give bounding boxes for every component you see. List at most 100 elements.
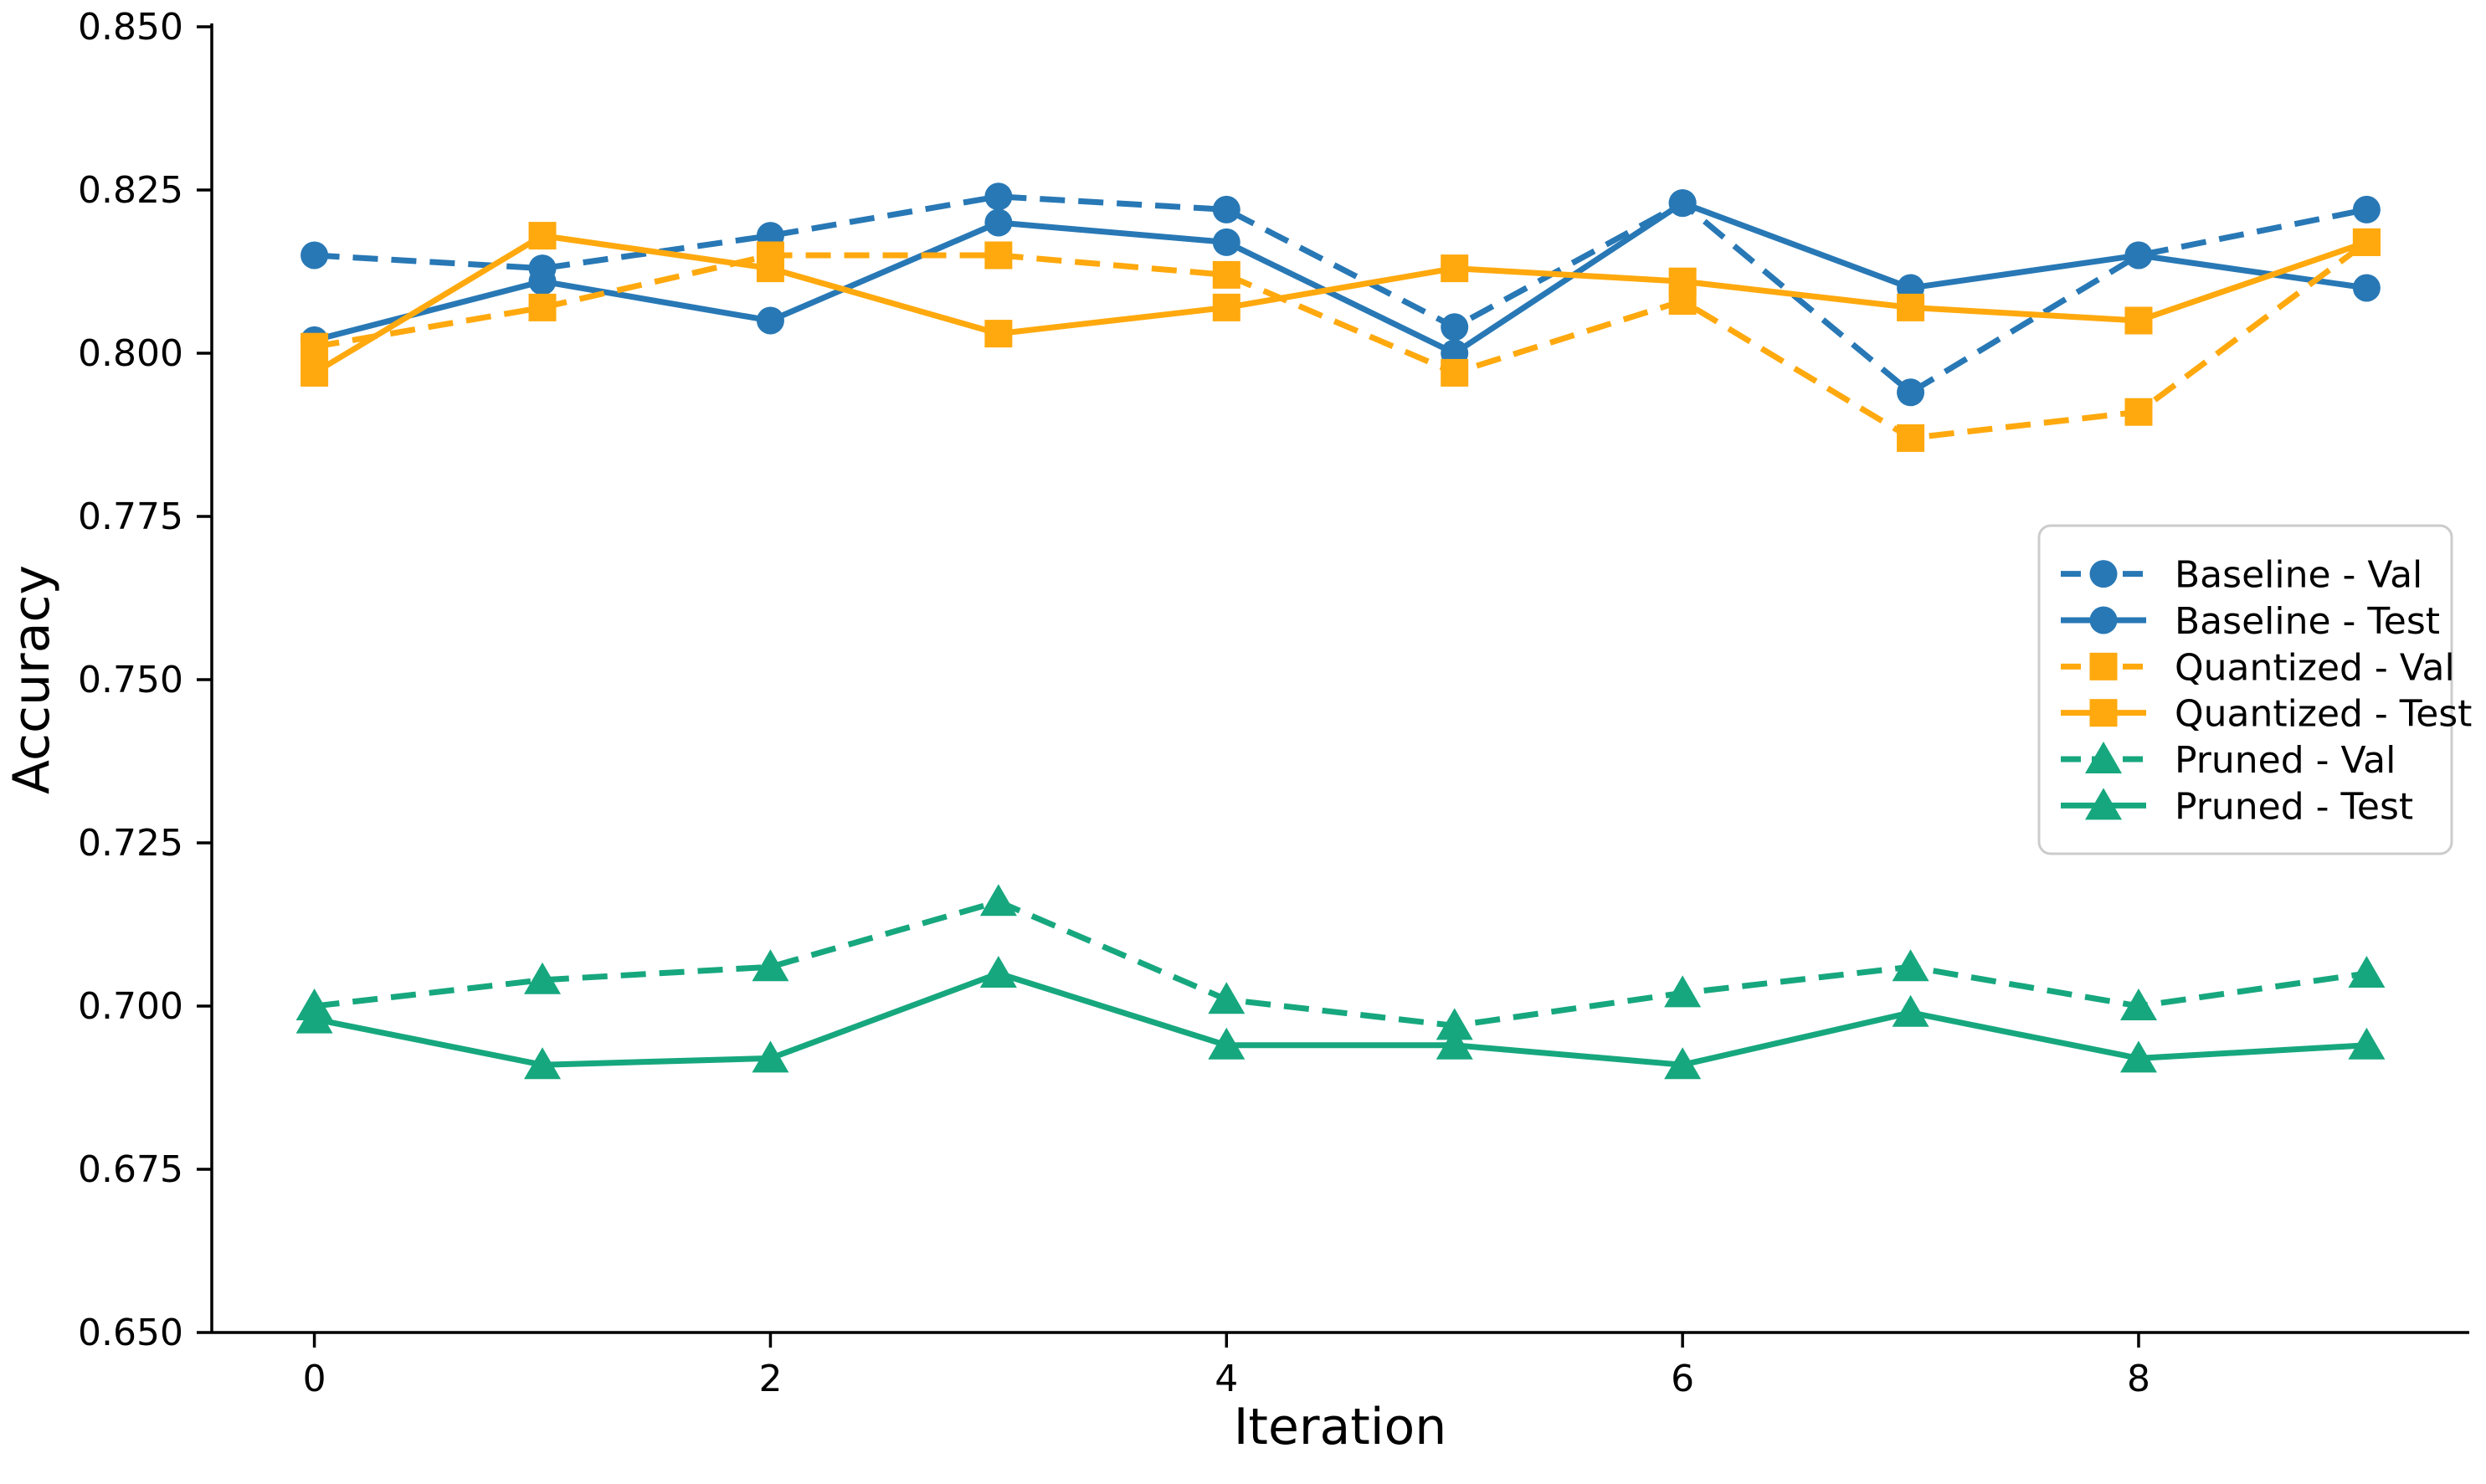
x-tick-label: 8 bbox=[2127, 1358, 2150, 1400]
data-point-baseline-val bbox=[984, 182, 1013, 211]
data-point-pruned-test bbox=[1664, 1047, 1702, 1080]
legend-marker-square-icon bbox=[2089, 652, 2118, 680]
series-line-quantized-val bbox=[314, 239, 2369, 441]
data-point-quantized-test bbox=[1668, 267, 1697, 295]
legend-entry-baseline-test: Baseline - Test bbox=[2061, 600, 2440, 643]
legend-label: Quantized - Val bbox=[2175, 646, 2455, 689]
data-point-quantized-test bbox=[300, 358, 329, 387]
data-point-pruned-test bbox=[1208, 1027, 1246, 1060]
data-point-quantized-test bbox=[756, 254, 784, 283]
data-point-pruned-val bbox=[1892, 949, 1929, 982]
y-tick-label: 0.700 bbox=[78, 985, 183, 1028]
y-tick-label: 0.800 bbox=[78, 332, 183, 375]
legend-box bbox=[2037, 524, 2453, 855]
data-point-baseline-test bbox=[2352, 274, 2381, 302]
data-point-quantized-val bbox=[984, 241, 1013, 270]
x-tick-label: 0 bbox=[303, 1358, 326, 1400]
data-point-quantized-test bbox=[1212, 293, 1240, 321]
data-point-baseline-test bbox=[2124, 241, 2153, 270]
data-point-pruned-test bbox=[752, 1040, 789, 1073]
x-tick-label: 6 bbox=[1671, 1358, 1694, 1400]
series-quantized-val bbox=[300, 228, 2381, 452]
data-point-baseline-val bbox=[300, 241, 329, 270]
legend-entry-quantized-test: Quantized - Test bbox=[2061, 693, 2472, 736]
y-tick-label: 0.850 bbox=[78, 6, 183, 49]
data-point-quantized-test bbox=[1441, 254, 1469, 283]
x-tick-label: 2 bbox=[758, 1358, 782, 1400]
legend-marker-circle-icon bbox=[2089, 606, 2118, 634]
data-point-quantized-test bbox=[2352, 228, 2381, 256]
data-point-pruned-val bbox=[752, 949, 789, 982]
legend-entry-baseline-val: Baseline - Val bbox=[2061, 554, 2422, 597]
data-point-pruned-test bbox=[1436, 1027, 1473, 1060]
data-point-quantized-val bbox=[1441, 358, 1469, 387]
data-point-pruned-test bbox=[524, 1047, 562, 1080]
data-point-quantized-val bbox=[1897, 424, 1925, 452]
series-pruned-test bbox=[295, 956, 2386, 1080]
data-point-pruned-val bbox=[2119, 988, 2157, 1020]
legend-label: Baseline - Test bbox=[2175, 600, 2440, 643]
y-tick-label: 0.675 bbox=[78, 1148, 183, 1191]
y-tick-label: 0.750 bbox=[78, 659, 183, 701]
data-point-baseline-val bbox=[1212, 195, 1240, 223]
data-point-pruned-test bbox=[979, 956, 1017, 988]
data-point-baseline-val bbox=[1897, 378, 1925, 407]
data-point-baseline-test bbox=[1212, 228, 1240, 256]
data-point-baseline-val bbox=[2352, 195, 2381, 223]
data-point-pruned-test bbox=[2348, 1027, 2386, 1060]
legend-entry-pruned-val: Pruned - Val bbox=[2061, 739, 2396, 782]
data-point-pruned-val bbox=[524, 962, 562, 994]
data-point-quantized-test bbox=[2124, 306, 2153, 335]
legend-label: Baseline - Val bbox=[2175, 554, 2422, 597]
legend-marker-triangle-icon bbox=[2085, 788, 2122, 820]
data-point-pruned-val bbox=[1208, 982, 1246, 1014]
data-point-pruned-test bbox=[1892, 994, 1929, 1027]
series-line-quantized-test bbox=[312, 233, 2368, 376]
data-point-quantized-val bbox=[528, 293, 557, 321]
x-axis-label: Iteration bbox=[1234, 1398, 1447, 1456]
data-point-quantized-test bbox=[984, 320, 1013, 348]
data-point-baseline-test bbox=[528, 267, 557, 295]
series-quantized-test bbox=[300, 222, 2381, 387]
x-tick-label: 4 bbox=[1215, 1358, 1238, 1400]
legend-marker-triangle-icon bbox=[2085, 742, 2122, 773]
legend-entry-quantized-val: Quantized - Val bbox=[2061, 646, 2455, 689]
legend-label: Pruned - Val bbox=[2175, 739, 2396, 782]
legend-marker-square-icon bbox=[2089, 699, 2118, 727]
data-point-pruned-test bbox=[295, 1001, 333, 1034]
data-point-quantized-val bbox=[1212, 260, 1240, 289]
data-point-baseline-test bbox=[984, 208, 1013, 237]
series-line-pruned-test bbox=[313, 970, 2367, 1068]
data-point-baseline-test bbox=[1668, 189, 1697, 218]
y-tick-label: 0.825 bbox=[78, 169, 183, 212]
series-line-baseline-val bbox=[314, 193, 2368, 396]
data-point-pruned-val bbox=[1664, 975, 1702, 1008]
plot-area bbox=[295, 182, 2386, 1080]
y-tick-label: 0.725 bbox=[78, 822, 183, 865]
legend-label: Pruned - Test bbox=[2175, 785, 2413, 828]
legend-entry-pruned-test: Pruned - Test bbox=[2061, 785, 2413, 828]
y-tick-label: 0.650 bbox=[78, 1312, 183, 1354]
axes: 0.650 0.675 0.700 0.725 0.750 0.775 0.800 0.825… bbox=[78, 6, 2469, 1400]
data-point-baseline-test bbox=[756, 306, 784, 335]
series-line-baseline-test bbox=[313, 200, 2367, 357]
data-point-quantized-val bbox=[300, 332, 329, 361]
data-point-pruned-val bbox=[1436, 1008, 1473, 1040]
data-point-pruned-val bbox=[979, 884, 1017, 917]
data-point-pruned-test bbox=[2119, 1040, 2157, 1073]
data-point-quantized-test bbox=[1897, 293, 1925, 321]
data-point-quantized-val bbox=[2124, 398, 2153, 426]
data-point-baseline-val bbox=[1441, 313, 1469, 341]
series-pruned-val bbox=[295, 884, 2386, 1040]
series-line-pruned-val bbox=[314, 898, 2367, 1029]
data-point-quantized-test bbox=[528, 222, 557, 250]
series-baseline-test bbox=[300, 189, 2381, 367]
legend-label: Quantized - Test bbox=[2175, 693, 2472, 736]
legend-marker-circle-icon bbox=[2089, 560, 2118, 588]
y-axis-label: Accuracy bbox=[3, 565, 61, 794]
y-tick-label: 0.775 bbox=[78, 496, 183, 538]
data-point-pruned-val bbox=[2348, 956, 2386, 988]
